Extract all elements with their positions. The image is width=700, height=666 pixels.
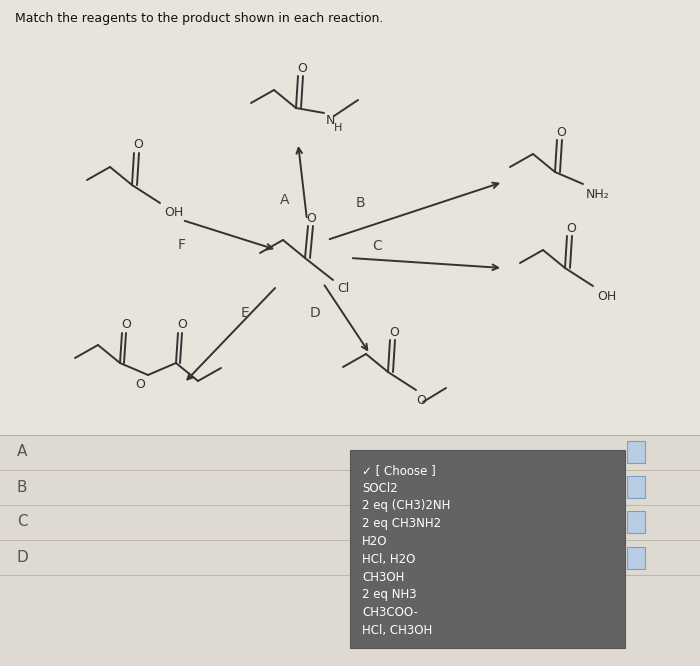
Bar bbox=[627, 476, 645, 498]
Text: O: O bbox=[389, 326, 399, 338]
Text: C: C bbox=[372, 239, 382, 253]
Text: HCl, CH3OH: HCl, CH3OH bbox=[362, 624, 433, 637]
Text: O: O bbox=[135, 378, 145, 392]
Bar bbox=[627, 441, 645, 463]
Text: ▴: ▴ bbox=[634, 445, 638, 451]
Text: Cl: Cl bbox=[337, 282, 349, 294]
Text: O: O bbox=[177, 318, 187, 332]
Text: D: D bbox=[16, 551, 28, 565]
Text: 2 eq NH3: 2 eq NH3 bbox=[362, 588, 416, 601]
Text: NH₂: NH₂ bbox=[586, 188, 610, 200]
Text: ▾: ▾ bbox=[634, 524, 638, 530]
Text: ▾: ▾ bbox=[634, 489, 638, 495]
Text: B: B bbox=[355, 196, 365, 210]
Bar bbox=[350, 450, 625, 648]
Bar bbox=[627, 511, 645, 533]
Text: A: A bbox=[17, 444, 27, 460]
Text: SOCl2: SOCl2 bbox=[362, 482, 398, 495]
Text: O: O bbox=[133, 139, 143, 151]
Text: ▾: ▾ bbox=[634, 560, 638, 566]
Text: O: O bbox=[566, 222, 576, 234]
Text: O: O bbox=[121, 318, 131, 332]
Text: ▾: ▾ bbox=[634, 454, 638, 460]
Text: CH3OH: CH3OH bbox=[362, 571, 405, 583]
Text: ▴: ▴ bbox=[634, 515, 638, 521]
Text: B: B bbox=[17, 480, 27, 494]
Text: 2 eq (CH3)2NH: 2 eq (CH3)2NH bbox=[362, 500, 450, 512]
Text: N: N bbox=[326, 113, 335, 127]
Text: H2O: H2O bbox=[362, 535, 388, 548]
Text: Match the reagents to the product shown in each reaction.: Match the reagents to the product shown … bbox=[15, 12, 384, 25]
Text: OH: OH bbox=[164, 206, 183, 220]
Text: ▴: ▴ bbox=[634, 480, 638, 486]
Text: A: A bbox=[280, 193, 290, 207]
Text: ✓ [ Choose ]: ✓ [ Choose ] bbox=[362, 464, 435, 477]
Text: O: O bbox=[306, 212, 316, 224]
Text: OH: OH bbox=[597, 290, 617, 302]
Text: F: F bbox=[178, 238, 186, 252]
Text: O: O bbox=[556, 125, 566, 139]
Text: O: O bbox=[416, 394, 426, 406]
Text: D: D bbox=[309, 306, 321, 320]
Bar bbox=[0, 435, 700, 666]
Text: C: C bbox=[17, 515, 27, 529]
Text: E: E bbox=[241, 306, 249, 320]
Text: 2 eq CH3NH2: 2 eq CH3NH2 bbox=[362, 517, 441, 530]
Text: H: H bbox=[334, 123, 342, 133]
Text: HCl, H2O: HCl, H2O bbox=[362, 553, 415, 566]
Text: CH3COO-: CH3COO- bbox=[362, 606, 418, 619]
Text: ▴: ▴ bbox=[634, 551, 638, 557]
Bar bbox=[627, 547, 645, 569]
Text: O: O bbox=[297, 61, 307, 75]
